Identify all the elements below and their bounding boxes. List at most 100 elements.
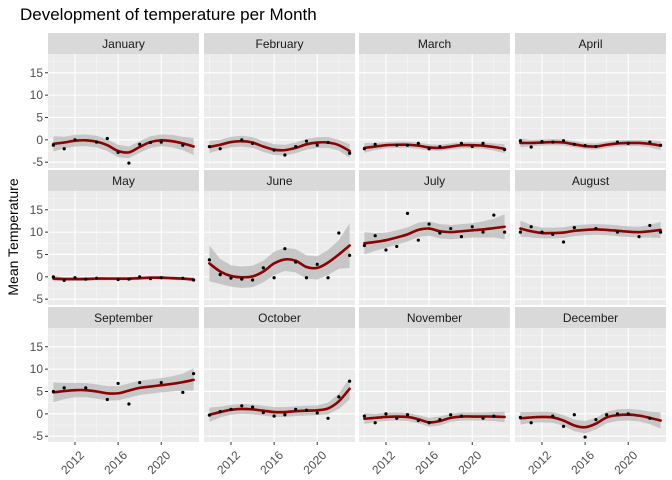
data-point xyxy=(438,231,442,235)
data-point xyxy=(261,410,265,415)
facet-panels: January -5 0 5 10 15 February March April May -5 0 5… xyxy=(30,33,666,477)
facet-strip-label: October xyxy=(258,311,301,325)
smooth-line xyxy=(363,143,506,151)
x-tick-label: 2016 xyxy=(101,448,130,477)
y-tick-label: 5 xyxy=(36,110,43,124)
y-tick-label: -5 xyxy=(32,429,43,443)
data-point xyxy=(561,424,566,428)
data-point xyxy=(272,276,276,280)
x-tick-label: 2012 xyxy=(214,448,243,477)
data-point xyxy=(304,408,309,412)
data-point xyxy=(503,148,507,152)
data-point xyxy=(283,413,287,417)
facet-panel-may: May -5 0 5 10 15 xyxy=(30,170,199,306)
facet-strip xyxy=(48,170,199,191)
facet-panel-january: January -5 0 5 10 15 xyxy=(30,33,199,169)
facet-strip-label: July xyxy=(424,174,445,188)
x-tick-label: 2012 xyxy=(58,448,87,477)
data-point xyxy=(250,278,255,282)
data-point xyxy=(229,276,233,280)
data-point xyxy=(250,405,255,409)
data-point xyxy=(572,142,576,146)
x-tick-label: 2020 xyxy=(612,448,641,477)
data-point xyxy=(605,413,609,417)
data-point xyxy=(362,243,366,248)
data-point xyxy=(240,277,244,281)
data-point xyxy=(481,141,485,146)
y-tick-label: -5 xyxy=(32,155,43,169)
data-point xyxy=(503,230,507,234)
data-point xyxy=(84,277,88,281)
data-point xyxy=(62,386,66,390)
data-point xyxy=(362,147,366,151)
data-point xyxy=(192,372,196,376)
data-point xyxy=(615,230,620,234)
x-tick-label: 2020 xyxy=(301,448,330,477)
data-point xyxy=(373,421,377,425)
y-tick-label: 10 xyxy=(30,88,44,102)
facet-strip xyxy=(359,307,510,328)
data-point xyxy=(518,415,522,420)
facet-panel-april: April xyxy=(515,33,666,168)
data-point xyxy=(438,418,442,422)
data-point xyxy=(384,248,388,252)
data-point xyxy=(127,161,131,165)
facet-strip-label: March xyxy=(418,37,451,51)
data-point xyxy=(405,413,410,417)
data-point xyxy=(337,395,341,399)
data-point xyxy=(127,277,131,281)
data-point xyxy=(648,140,652,144)
y-tick-label: 15 xyxy=(30,340,44,354)
y-tick-label: 10 xyxy=(30,362,44,376)
y-tick-label: 15 xyxy=(30,66,44,80)
data-point xyxy=(594,226,598,231)
data-point xyxy=(283,247,287,251)
data-point xyxy=(294,144,298,149)
y-tick-label: 5 xyxy=(36,384,43,398)
data-point xyxy=(551,232,555,236)
data-point xyxy=(148,140,153,145)
x-tick-label: 2012 xyxy=(369,448,398,477)
data-point xyxy=(459,235,464,239)
data-point xyxy=(304,139,309,143)
data-point xyxy=(138,275,142,279)
data-point xyxy=(529,145,533,149)
data-point xyxy=(362,414,366,418)
data-point xyxy=(207,144,211,149)
data-point xyxy=(518,139,522,143)
data-point xyxy=(449,413,453,417)
data-point xyxy=(94,276,99,280)
facet-strip-label: April xyxy=(578,37,602,51)
data-point xyxy=(481,416,485,420)
confidence-band xyxy=(53,368,194,403)
facet-panel-august: August xyxy=(515,170,666,305)
data-point xyxy=(626,412,630,416)
facet-strip xyxy=(515,33,666,54)
data-point xyxy=(294,260,298,264)
y-tick-label: 15 xyxy=(30,203,44,217)
data-point xyxy=(615,412,620,416)
facet-strip-label: February xyxy=(255,37,303,51)
facet-panel-march: March xyxy=(359,33,510,168)
data-point xyxy=(326,416,330,420)
data-point xyxy=(637,235,641,239)
data-point xyxy=(427,222,431,226)
facet-strip xyxy=(359,170,510,191)
data-point xyxy=(648,223,652,228)
facet-panel-february: February xyxy=(204,33,355,168)
data-point xyxy=(395,143,399,147)
y-tick-label: -5 xyxy=(32,292,43,306)
data-point xyxy=(181,390,185,394)
data-point xyxy=(326,140,330,145)
smooth-line xyxy=(208,244,351,279)
data-point xyxy=(481,230,485,234)
x-tick-label: 2020 xyxy=(145,448,174,477)
data-point xyxy=(116,277,120,282)
data-point xyxy=(304,276,309,280)
facet-strip-label: December xyxy=(563,311,618,325)
data-point xyxy=(384,412,388,416)
data-point xyxy=(561,240,566,244)
confidence-band xyxy=(364,214,505,255)
facet-strip-label: September xyxy=(94,311,153,325)
data-point xyxy=(272,148,276,152)
